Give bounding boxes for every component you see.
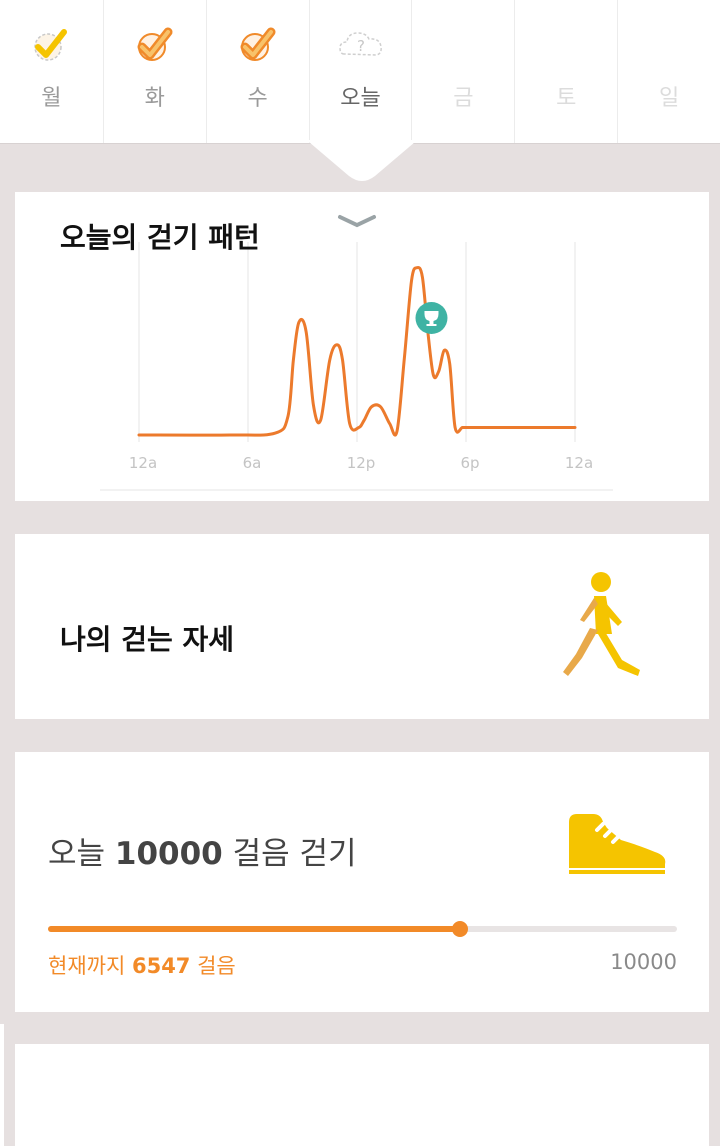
day-label: 금 bbox=[453, 86, 474, 111]
progress-prefix: 현재까지 bbox=[48, 954, 126, 978]
day-tab-sun[interactable]: 일 bbox=[617, 0, 720, 143]
x-tick-label: 12p bbox=[347, 454, 376, 472]
walking-pattern-chart: 12a 6a 12p 6p 12a bbox=[100, 242, 613, 491]
day-tab-today[interactable]: ? 오늘 bbox=[308, 0, 412, 143]
x-tick-label: 12a bbox=[565, 454, 593, 472]
goal-number: 10000 bbox=[114, 836, 223, 872]
check-badge-icon bbox=[137, 27, 173, 61]
x-tick-label: 6a bbox=[243, 454, 262, 472]
day-tab-sat[interactable]: 토 bbox=[514, 0, 617, 143]
goal-steps-label: 10000 bbox=[610, 950, 677, 974]
x-tick-label: 12a bbox=[129, 454, 157, 472]
posture-card-title: 나의 걷는 자세 bbox=[60, 623, 235, 656]
goal-title: 오늘 10000 걸음 걷기 bbox=[48, 828, 357, 873]
day-label: 오늘 bbox=[340, 86, 381, 111]
day-label: 화 bbox=[144, 86, 165, 111]
trophy-icon[interactable] bbox=[415, 302, 448, 334]
step-progress-fill bbox=[48, 926, 460, 932]
selected-day-pointer bbox=[309, 140, 415, 181]
step-progress-knob[interactable] bbox=[451, 921, 468, 937]
question-cloud-icon: ? bbox=[338, 32, 382, 56]
day-label: 수 bbox=[247, 86, 268, 111]
next-card[interactable] bbox=[15, 1044, 709, 1146]
walking-pattern-card[interactable]: 12a 6a 12p 6p 12a 오늘의 걷기 패턴 bbox=[15, 192, 709, 501]
sneaker-icon bbox=[569, 814, 666, 874]
day-label: 일 bbox=[658, 86, 680, 111]
current-steps-text: 현재까지 6547 걸음 bbox=[48, 950, 236, 980]
check-badge-icon bbox=[240, 27, 276, 61]
pattern-card-title: 오늘의 걷기 패턴 bbox=[60, 221, 260, 254]
walking-posture-card[interactable]: 나의 걷는 자세 bbox=[15, 534, 709, 719]
check-badge-icon bbox=[34, 29, 68, 61]
question-mark: ? bbox=[357, 37, 365, 55]
step-goal-card[interactable]: 오늘 10000 걸음 걷기 현재까지 6547 걸음 10000 bbox=[15, 752, 709, 1012]
walking-person-icon bbox=[563, 572, 640, 676]
series-line bbox=[137, 265, 577, 437]
step-progress-bar bbox=[48, 921, 677, 937]
chart-grid bbox=[138, 242, 576, 442]
day-tab-wed[interactable]: 수 bbox=[205, 0, 309, 143]
left-edge-strip bbox=[0, 1024, 4, 1146]
day-tab-tue[interactable]: 화 bbox=[102, 0, 206, 143]
goal-title-suffix: 걸음 걷기 bbox=[232, 836, 357, 872]
chevron-down-icon[interactable] bbox=[337, 214, 377, 228]
x-axis-ticks: 12a 6a 12p 6p 12a bbox=[129, 454, 593, 472]
week-day-bar: 월 화 수 ? 오늘 금 토 일 bbox=[0, 0, 720, 143]
day-tab-fri[interactable]: 금 bbox=[411, 0, 514, 143]
day-label: 토 bbox=[556, 86, 577, 111]
day-tab-mon[interactable]: 월 bbox=[0, 0, 103, 143]
x-tick-label: 6p bbox=[460, 454, 479, 472]
current-steps-value: 6547 bbox=[131, 954, 191, 978]
day-label: 월 bbox=[41, 86, 62, 111]
progress-suffix: 걸음 bbox=[197, 954, 236, 978]
goal-title-prefix: 오늘 bbox=[48, 836, 106, 872]
